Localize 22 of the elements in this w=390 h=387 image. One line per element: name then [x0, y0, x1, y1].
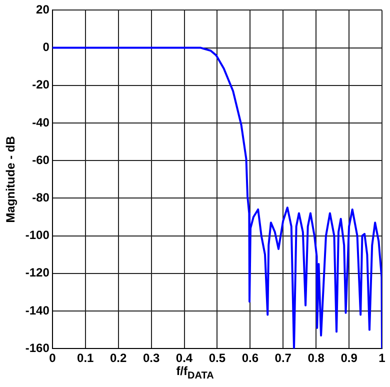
y-tick-label: -40	[32, 115, 50, 130]
x-tick-label: 0.8	[308, 351, 325, 366]
x-tick-label: 0.6	[242, 351, 259, 366]
y-tick-label: -100	[25, 228, 50, 242]
x-tick-label: 0.5	[208, 351, 226, 366]
y-tick-label: -80	[32, 190, 50, 205]
x-tick-label: 0.1	[77, 351, 94, 366]
y-axis-title: Magnitude - dB	[4, 136, 18, 223]
x-tick-label: 0.4	[176, 351, 193, 366]
x-tick-label: 1	[378, 351, 386, 366]
x-tick-label: 0.7	[274, 351, 292, 366]
x-tick-label: 0.9	[340, 351, 358, 366]
y-tick-label: 0	[42, 40, 50, 54]
y-tick-label: -140	[25, 303, 50, 318]
y-tick-label: -20	[32, 78, 50, 92]
y-tick-label: -60	[32, 152, 50, 167]
x-tick-label: 0.2	[110, 351, 127, 366]
x-axis-title: f/f$_{DATA}$	[175, 364, 215, 382]
x-tick-label: 0.3	[142, 351, 160, 366]
y-tick-label: 20	[36, 2, 50, 17]
y-tick-label: -160	[25, 340, 50, 355]
y-tick-label: -120	[25, 266, 50, 280]
